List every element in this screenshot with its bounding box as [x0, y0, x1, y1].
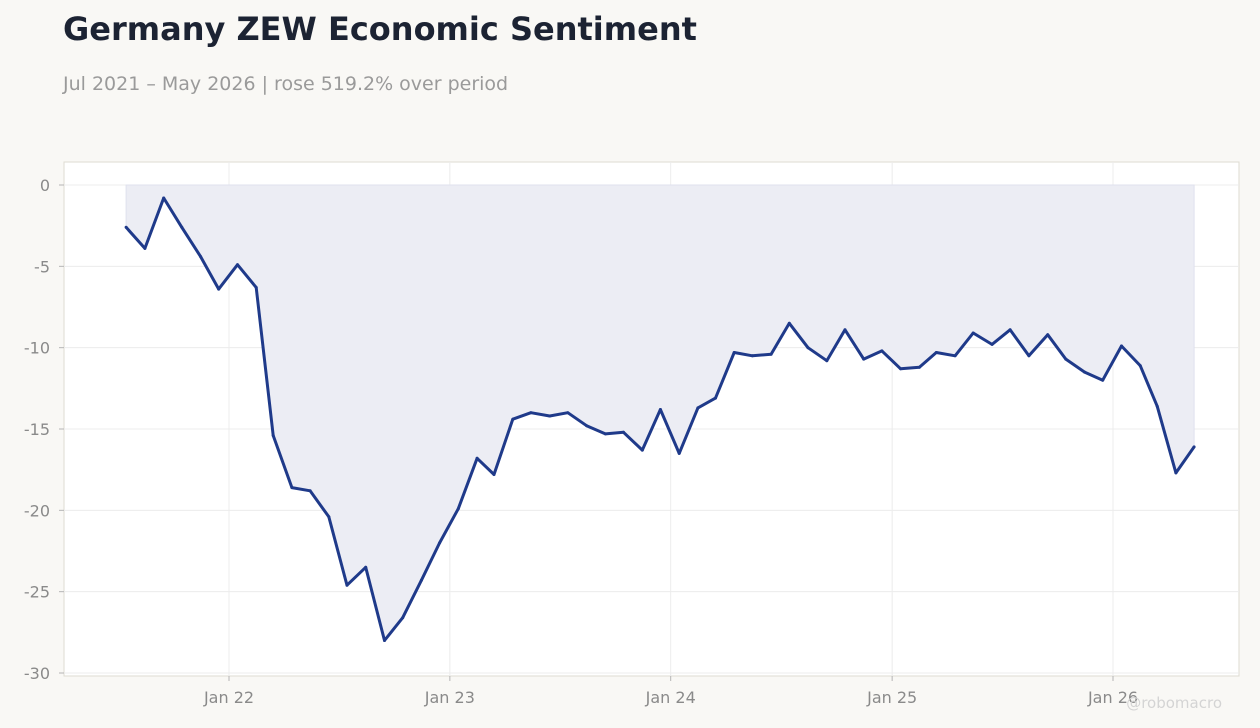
- x-tick-label: Jan 25: [866, 688, 917, 707]
- data-point: [585, 424, 589, 428]
- data-point: [529, 411, 533, 415]
- y-tick-label: -20: [24, 501, 50, 520]
- data-point: [1046, 333, 1050, 337]
- data-point: [217, 287, 221, 291]
- y-tick-label: 0: [40, 176, 50, 195]
- data-point: [308, 489, 312, 493]
- data-point: [640, 448, 644, 452]
- y-tick-label: -10: [24, 339, 50, 358]
- data-point: [456, 507, 460, 511]
- data-point: [1192, 445, 1196, 449]
- data-point: [862, 357, 866, 361]
- data-point: [1064, 357, 1068, 361]
- data-point: [492, 473, 496, 476]
- data-point: [825, 359, 829, 363]
- data-point: [880, 349, 884, 353]
- data-points: [124, 196, 1196, 642]
- data-point: [566, 411, 570, 415]
- y-tick-label: -30: [24, 664, 50, 683]
- data-point: [787, 321, 791, 325]
- data-point: [327, 515, 331, 519]
- x-axis: Jan 22 Jan 23 Jan 24 Jan 25 Jan 26: [203, 676, 1138, 707]
- data-point: [1174, 471, 1178, 475]
- data-point: [290, 486, 294, 490]
- x-tick-label: Jan 23: [424, 688, 475, 707]
- data-point: [1027, 354, 1031, 358]
- y-tick-label: -15: [24, 420, 50, 439]
- data-point: [401, 616, 405, 620]
- data-point: [180, 225, 184, 229]
- data-point: [236, 263, 239, 267]
- chart-title: Germany ZEW Economic Sentiment: [63, 10, 697, 48]
- data-point: [199, 255, 203, 259]
- data-point: [1138, 364, 1142, 368]
- data-point: [271, 434, 275, 437]
- data-point: [677, 451, 681, 455]
- data-point: [732, 351, 736, 354]
- y-axis: 0 -5 -10 -15 -20 -25 -30: [24, 176, 64, 683]
- data-point: [714, 396, 717, 400]
- data-point: [1008, 328, 1012, 332]
- data-point: [364, 565, 368, 569]
- data-point: [971, 331, 975, 335]
- data-point: [622, 430, 625, 434]
- data-point: [658, 408, 662, 411]
- data-point: [1155, 404, 1159, 408]
- data-point: [438, 541, 442, 545]
- data-point: [990, 342, 994, 346]
- data-point: [511, 417, 515, 421]
- data-point: [124, 225, 128, 229]
- y-tick-label: -5: [34, 257, 50, 276]
- data-point: [843, 328, 847, 332]
- data-point: [750, 354, 754, 358]
- data-point: [1083, 370, 1087, 374]
- data-point: [254, 286, 258, 289]
- chart-subtitle: Jul 2021 – May 2026 | rose 519.2% over p…: [63, 73, 509, 95]
- x-tick-label: Jan 26: [1087, 688, 1138, 707]
- x-tick-label: Jan 24: [645, 688, 696, 707]
- data-point: [1120, 344, 1123, 348]
- data-point: [899, 367, 903, 371]
- data-point: [769, 352, 773, 356]
- data-point: [1101, 378, 1105, 382]
- data-point: [548, 414, 552, 418]
- data-point: [603, 432, 607, 436]
- data-point: [419, 578, 423, 582]
- data-point: [806, 346, 810, 350]
- data-point: [383, 639, 386, 642]
- y-tick-label: -25: [24, 583, 50, 602]
- watermark: @robomacro: [1126, 694, 1222, 712]
- data-point: [475, 456, 479, 460]
- x-tick-label: Jan 22: [203, 688, 254, 707]
- data-point: [162, 196, 166, 200]
- data-point: [953, 354, 957, 358]
- data-point: [917, 365, 921, 369]
- data-point: [934, 351, 938, 354]
- data-point: [143, 246, 147, 250]
- data-point: [696, 406, 700, 410]
- data-point: [345, 583, 349, 587]
